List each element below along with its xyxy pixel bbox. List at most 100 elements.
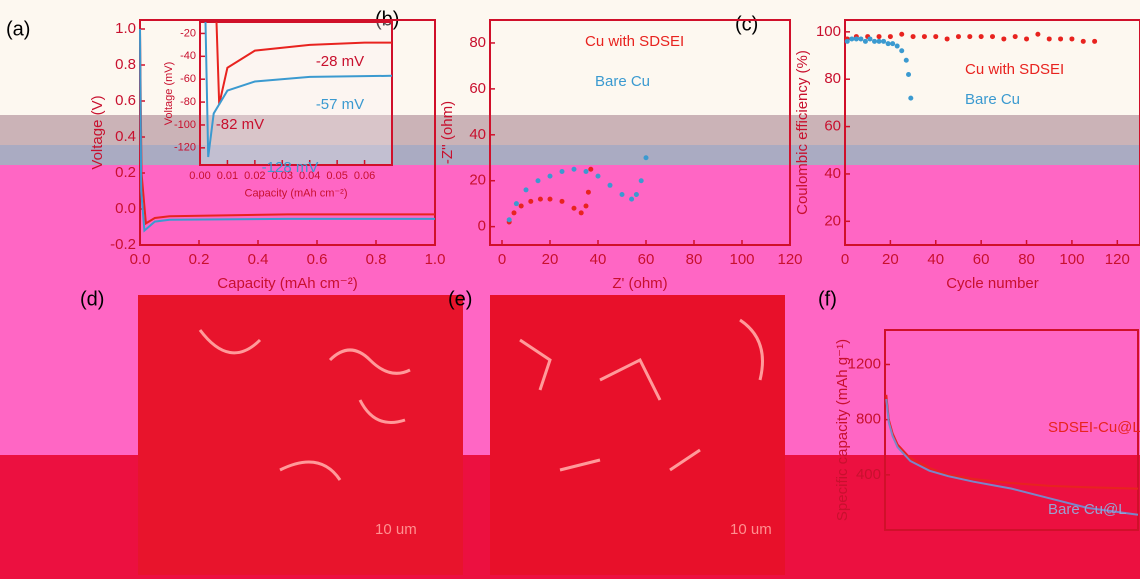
y-tick-label: 40: [824, 165, 841, 182]
y-tick-label: 0.0: [115, 200, 136, 217]
point: [620, 192, 625, 197]
y-tick-label: 0.8: [115, 56, 136, 73]
y-tick-label: 80: [469, 34, 486, 51]
y-axis-label: Voltage (V): [89, 95, 106, 169]
x-tick-label: 0.05: [326, 170, 347, 182]
point: [1001, 36, 1006, 41]
panel-label: (d): [80, 288, 104, 310]
point: [586, 190, 591, 195]
point: [608, 183, 613, 188]
figure: (a) (b) (c) (d) (e) (f) 10 um 10 um 0.00…: [0, 0, 1140, 579]
point: [922, 34, 927, 39]
x-tick-label: 0.4: [248, 251, 269, 268]
point: [507, 217, 512, 222]
point: [560, 199, 565, 204]
y-tick-label: 0.4: [115, 128, 136, 145]
point: [858, 36, 863, 41]
point: [584, 169, 589, 174]
x-tick-label: 60: [973, 251, 990, 268]
point: [945, 36, 950, 41]
scale-bar-label: 10 um: [730, 521, 772, 538]
x-tick-label: 80: [1018, 251, 1035, 268]
panel-label: (a): [6, 18, 30, 40]
x-tick-label: 20: [882, 251, 899, 268]
point: [1047, 36, 1052, 41]
y-tick-label: -20: [180, 27, 196, 39]
y-axis-label: Coulombic efficiency (%): [794, 50, 811, 215]
x-tick-label: 100: [1059, 251, 1084, 268]
panel-label: (e): [448, 288, 472, 310]
y-tick-label: 400: [856, 466, 881, 483]
y-tick-label: -120: [174, 142, 196, 154]
x-tick-label: 0.2: [189, 251, 210, 268]
point: [644, 155, 649, 160]
y-tick-label: -60: [180, 73, 196, 85]
x-tick-label: 40: [927, 251, 944, 268]
y-tick-label: 800: [856, 411, 881, 428]
y-tick-label: -40: [180, 50, 196, 62]
point: [524, 187, 529, 192]
point: [904, 58, 909, 63]
point: [519, 203, 524, 208]
point: [881, 39, 886, 44]
point: [512, 210, 517, 215]
x-tick-label: 0.8: [366, 251, 387, 268]
panel-label: (c): [735, 13, 758, 35]
x-tick-label: 60: [638, 251, 655, 268]
x-tick-label: 0.00: [189, 170, 210, 182]
y-tick-label: 40: [469, 126, 486, 143]
y-axis-label: -Z'' (ohm): [439, 101, 456, 164]
legend-entry: Cu with SDSEI: [585, 33, 684, 50]
point: [899, 32, 904, 37]
point: [634, 192, 639, 197]
y-tick-label: 100: [816, 23, 841, 40]
legend-entry: Bare Cu: [595, 73, 650, 90]
point: [528, 199, 533, 204]
legend-entry: Cu with SDSEI: [965, 61, 1064, 78]
point: [629, 197, 634, 202]
point: [863, 39, 868, 44]
y-tick-label: 0.2: [115, 164, 136, 181]
scale-bar-label: 10 um: [375, 521, 417, 538]
y-tick-label: 20: [824, 212, 841, 229]
point: [911, 34, 916, 39]
point: [572, 206, 577, 211]
y-tick-label: 80: [824, 70, 841, 87]
x-axis-label: Capacity (mAh cm⁻²): [217, 275, 357, 292]
annotation: -28 mV: [316, 53, 364, 70]
point: [990, 34, 995, 39]
y-tick-label: 60: [824, 118, 841, 135]
point: [572, 167, 577, 172]
x-tick-label: 1.0: [425, 251, 446, 268]
point: [849, 36, 854, 41]
y-tick-label: 20: [469, 172, 486, 189]
point: [588, 167, 593, 172]
point: [536, 178, 541, 183]
series-label: Bare Cu@L: [1048, 501, 1127, 518]
y-tick-label: 0: [478, 218, 486, 235]
point: [877, 39, 882, 44]
x-tick-label: 40: [590, 251, 607, 268]
point: [854, 36, 859, 41]
point: [579, 210, 584, 215]
y-tick-label: 0.6: [115, 92, 136, 109]
point: [538, 197, 543, 202]
point: [560, 169, 565, 174]
point: [1035, 32, 1040, 37]
point: [867, 36, 872, 41]
bg-band: [0, 145, 1140, 165]
point: [890, 41, 895, 46]
point: [1024, 36, 1029, 41]
x-tick-label: 20: [542, 251, 559, 268]
panel-label: (f): [818, 288, 837, 310]
point: [906, 72, 911, 77]
x-tick-label: 120: [1105, 251, 1130, 268]
point: [1013, 34, 1018, 39]
point: [514, 201, 519, 206]
annotation: -82 mV: [216, 116, 264, 133]
point: [639, 178, 644, 183]
y-tick-label: 60: [469, 80, 486, 97]
point: [548, 174, 553, 179]
y-tick-label: -100: [174, 119, 196, 131]
y-tick-label: -0.2: [110, 236, 136, 253]
